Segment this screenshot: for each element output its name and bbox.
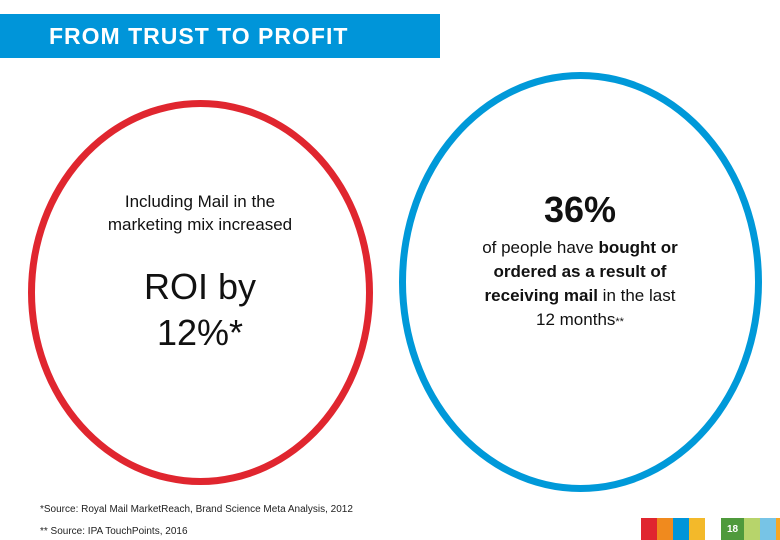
swatch-blue	[673, 518, 689, 540]
footnote-2: ** Source: IPA TouchPoints, 2016	[40, 526, 188, 537]
page-number: 18	[721, 518, 744, 540]
swatch-red	[641, 518, 657, 540]
swatch-light-blue	[760, 518, 776, 540]
roi-stat: ROI by 12%*	[96, 264, 304, 356]
description-footnote-mark: **	[615, 316, 624, 328]
description-prefix: of people have	[482, 238, 599, 257]
footnote-1: *Source: Royal Mail MarketReach, Brand S…	[40, 504, 353, 515]
swatch-amber	[776, 518, 780, 540]
percent-stat-description: of people have bought or ordered as a re…	[475, 236, 685, 334]
percent-stat: 36%	[543, 189, 617, 230]
left-circle	[28, 100, 373, 485]
swatch-white	[705, 518, 721, 540]
swatch-yellow	[689, 518, 705, 540]
swatch-orange	[657, 518, 673, 540]
roi-stat-line2: 12%*	[156, 312, 244, 353]
title-banner: FROM TRUST TO PROFIT	[0, 14, 440, 58]
description-suffix: in the last 12 months	[536, 286, 676, 329]
roi-intro-text: Including Mail in the marketing mix incr…	[107, 192, 293, 234]
swatch-light-green	[744, 518, 760, 540]
description-bold: bought or ordered as a result of receivi…	[484, 238, 678, 305]
roi-stat-line1: ROI by	[143, 266, 257, 307]
right-circle	[399, 72, 762, 492]
footer-color-strip: 18	[641, 518, 780, 540]
